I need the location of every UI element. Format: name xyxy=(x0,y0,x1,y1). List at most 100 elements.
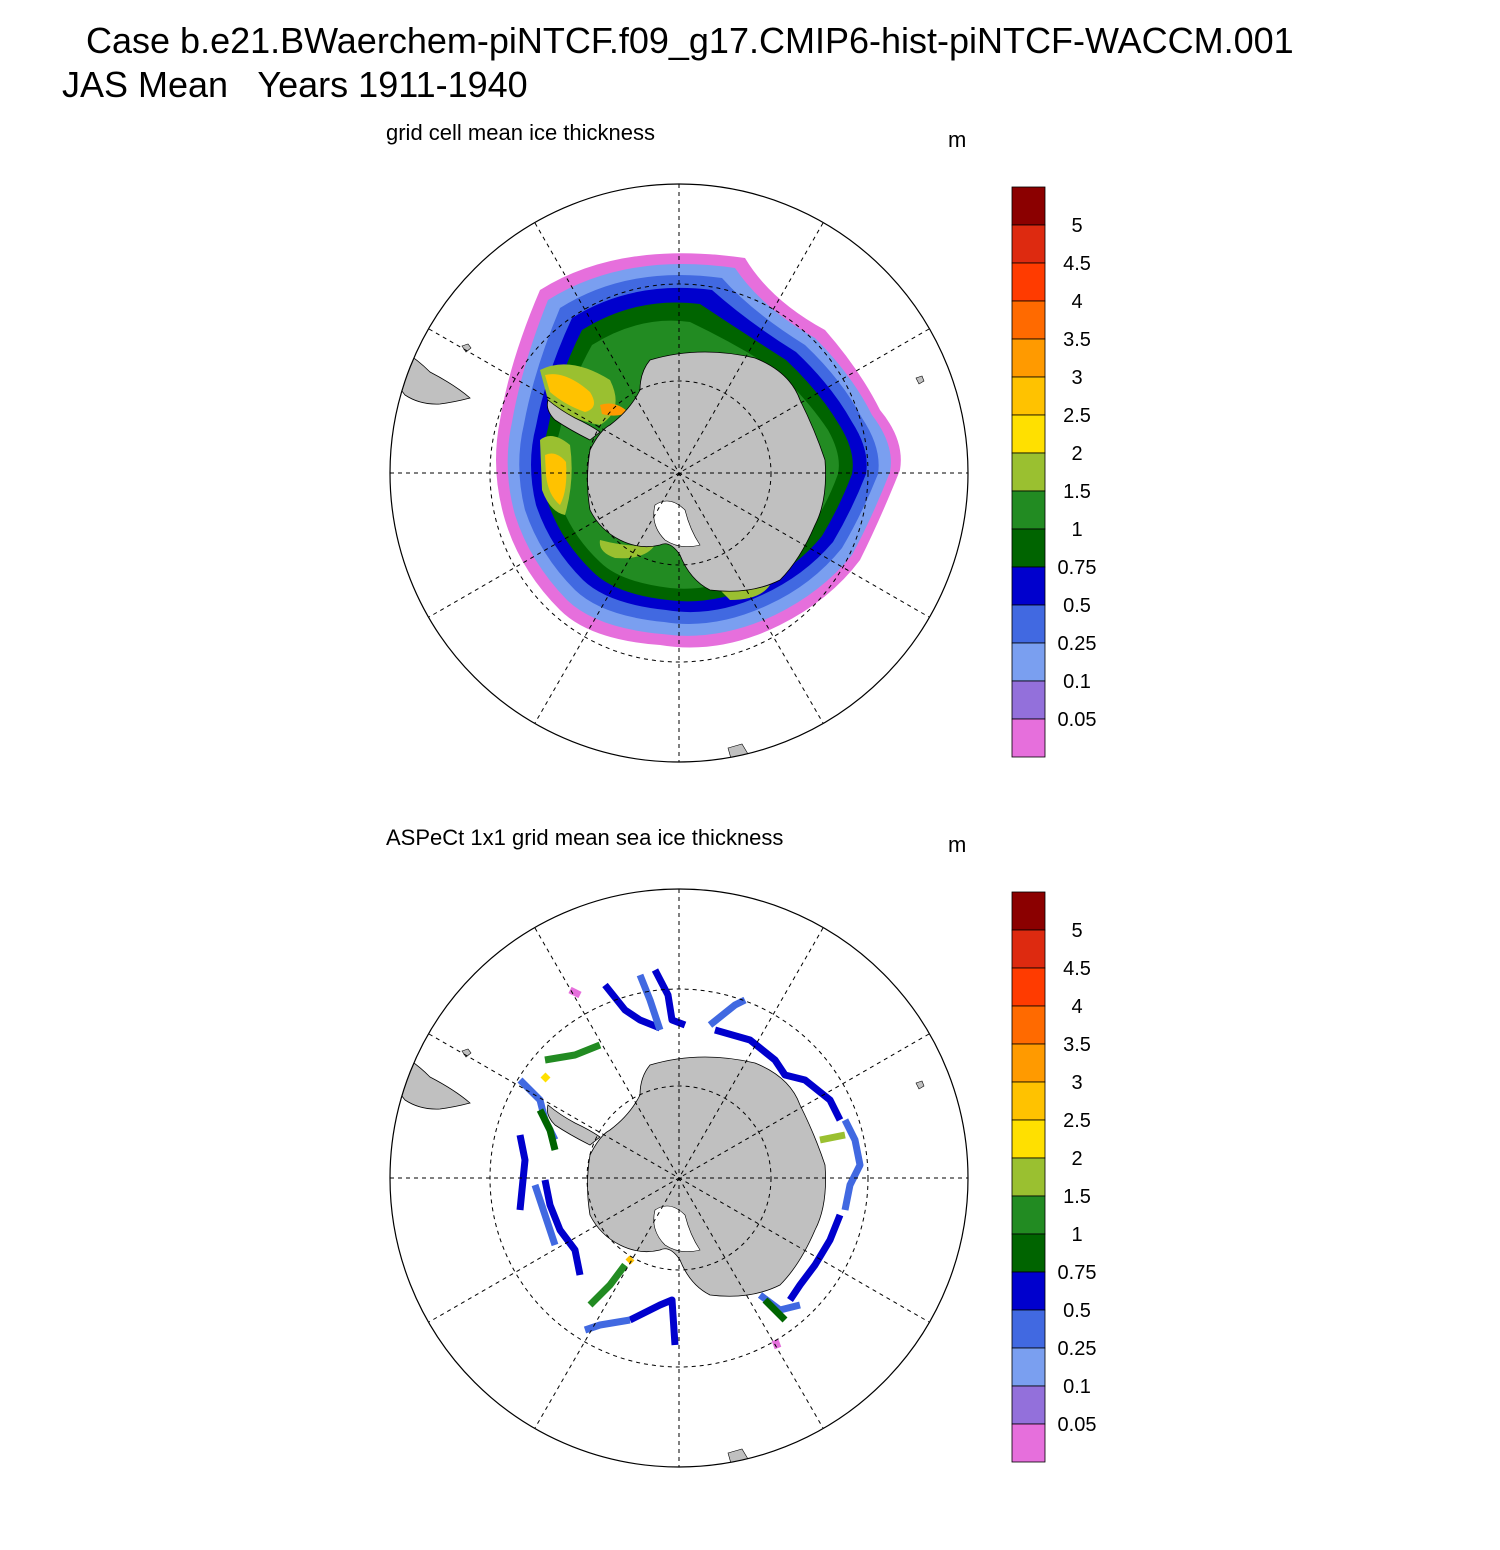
colorbar-swatch xyxy=(1011,376,1046,416)
aspect-ice-thickness-map: 5 4.5 4 3.5 3 2.5 2 1.5 1 0.75 0.5 0.25 0.1 0.05 xyxy=(389,888,1097,1468)
ice-patch-1.5-2-east xyxy=(720,585,770,600)
colorbar-swatch xyxy=(1011,1005,1046,1045)
ship-track xyxy=(819,1131,846,1144)
south-america-tip xyxy=(390,344,471,405)
colorbar-swatch xyxy=(1011,1385,1046,1425)
ship-track xyxy=(762,1297,788,1323)
colorbar-swatch xyxy=(1011,891,1046,931)
map-boundary xyxy=(389,888,969,1468)
panel-1-title: grid cell mean ice thickness xyxy=(386,120,656,145)
ship-track xyxy=(628,1296,679,1346)
colorbar-tick-label: 0.05 xyxy=(1058,1414,1097,1436)
antarctica-landmass xyxy=(587,1056,826,1297)
ship-track xyxy=(651,968,687,1029)
bouvet-island xyxy=(915,1080,925,1090)
ship-track xyxy=(516,1134,529,1211)
ship-track xyxy=(583,1316,631,1334)
colorbar-tick-label: 4.5 xyxy=(1063,253,1091,275)
colorbar-1: 5 4.5 4 3.5 3 2.5 2 1.5 1 0.75 0.5 0.25 0.1 0.05 xyxy=(1011,186,1097,758)
model-ice-thickness-map: 5 4.5 4 3.5 3 2.5 2 1.5 1 0.75 0.5 0.25 0.1 0.05 xyxy=(389,183,1097,763)
colorbar-tick-label: 1 xyxy=(1071,519,1082,541)
colorbar-tick-label: 1 xyxy=(1071,1224,1082,1246)
colorbar-swatch xyxy=(1011,1043,1046,1083)
ship-track xyxy=(841,1118,864,1211)
ice-patch-2.5-west xyxy=(545,453,567,505)
colorbar-tick-label: 0.05 xyxy=(1058,709,1097,731)
colorbar-swatch xyxy=(1011,262,1046,302)
colorbar-swatch xyxy=(1011,186,1046,226)
colorbar-tick-label: 4.5 xyxy=(1063,958,1091,980)
colorbar-tick-label: 0.25 xyxy=(1058,633,1097,655)
colorbar-swatch xyxy=(1011,604,1046,644)
colorbar-swatch xyxy=(1011,414,1046,454)
antarctic-peninsula xyxy=(546,399,601,441)
ross-sea-ice-shelf-gap xyxy=(653,500,701,547)
colorbar-swatch xyxy=(1011,1119,1046,1159)
colorbar-tick-label: 0.75 xyxy=(1058,557,1097,579)
bouvet-island xyxy=(915,375,925,385)
case-title: Case b.e21.BWaerchem-piNTCF.f09_g17.CMIP… xyxy=(86,20,1294,61)
colorbar-swatch xyxy=(1011,1195,1046,1235)
colorbar-swatch xyxy=(1011,452,1046,492)
ship-track xyxy=(587,1262,628,1308)
colorbar-tick-label: 5 xyxy=(1071,920,1082,942)
colorbar-tick-label: 2.5 xyxy=(1063,1110,1091,1132)
colorbar-tick-label: 0.25 xyxy=(1058,1338,1097,1360)
graticule xyxy=(390,184,968,762)
colorbar-swatch xyxy=(1011,1157,1046,1197)
ship-track xyxy=(540,1072,551,1083)
colorbar-swatch xyxy=(1011,929,1046,969)
ship-track xyxy=(636,973,664,1032)
colorbar-tick-label: 0.1 xyxy=(1063,1376,1091,1398)
colorbar-tick-label: 2.5 xyxy=(1063,405,1091,427)
colorbar-swatch xyxy=(1011,680,1046,720)
colorbar-tick-label: 4 xyxy=(1071,291,1082,313)
colorbar-swatch xyxy=(1011,1423,1046,1463)
ship-track xyxy=(602,982,662,1032)
ship-tracks xyxy=(516,968,864,1350)
colorbar-tick-label: 3.5 xyxy=(1063,329,1091,351)
colorbar-tick-label: 3 xyxy=(1071,1072,1082,1094)
colorbar-swatch xyxy=(1011,1081,1046,1121)
ship-track xyxy=(771,1338,782,1350)
colorbar-tick-label: 3.5 xyxy=(1063,1034,1091,1056)
map-boundary xyxy=(389,183,969,763)
colorbar-tick-label: 4 xyxy=(1071,996,1082,1018)
panel-1-unit: m xyxy=(948,127,967,152)
colorbar-swatch xyxy=(1011,718,1046,758)
colorbar-tick-label: 1.5 xyxy=(1063,1186,1091,1208)
colorbar-swatch xyxy=(1011,490,1046,530)
ship-track xyxy=(541,1179,584,1276)
colorbar-tick-label: 0.1 xyxy=(1063,671,1091,693)
colorbar-swatch xyxy=(1011,1347,1046,1387)
colorbar-tick-label: 2 xyxy=(1071,1148,1082,1170)
colorbar-swatch xyxy=(1011,642,1046,682)
ship-track xyxy=(531,1183,559,1247)
ship-track xyxy=(625,1255,635,1265)
colorbar-tick-label: 1.5 xyxy=(1063,481,1091,503)
colorbar-tick-label: 3 xyxy=(1071,367,1082,389)
ship-track xyxy=(787,1213,844,1302)
new-zealand-south-tip xyxy=(727,1448,749,1467)
ice-patch-1.5-2-ross xyxy=(599,540,655,559)
ice-patch-3-weddell xyxy=(600,403,628,416)
ice-patch-2.5-3-weddell xyxy=(545,374,594,412)
new-zealand-south-tip xyxy=(727,743,749,762)
ship-track xyxy=(707,996,747,1028)
graticule xyxy=(390,889,968,1467)
colorbar-tick-label: 2 xyxy=(1071,443,1082,465)
colorbar-swatch xyxy=(1011,566,1046,606)
colorbar-swatch xyxy=(1011,528,1046,568)
colorbar-tick-label: 5 xyxy=(1071,215,1082,237)
ship-track xyxy=(536,1108,559,1151)
south-america-tip xyxy=(390,1049,471,1110)
panel-2-unit: m xyxy=(948,832,967,857)
colorbar-swatch xyxy=(1011,300,1046,340)
colorbar-tick-label: 0.5 xyxy=(1063,595,1091,617)
colorbar-swatch xyxy=(1011,338,1046,378)
antarctic-peninsula xyxy=(546,1104,601,1146)
ross-sea-ice-shelf-gap xyxy=(653,1205,701,1252)
colorbar-swatch xyxy=(1011,224,1046,264)
ship-track xyxy=(714,1026,844,1122)
colorbar-2: 5 4.5 4 3.5 3 2.5 2 1.5 1 0.75 0.5 0.25 0.1 0.05 xyxy=(1011,891,1097,1463)
